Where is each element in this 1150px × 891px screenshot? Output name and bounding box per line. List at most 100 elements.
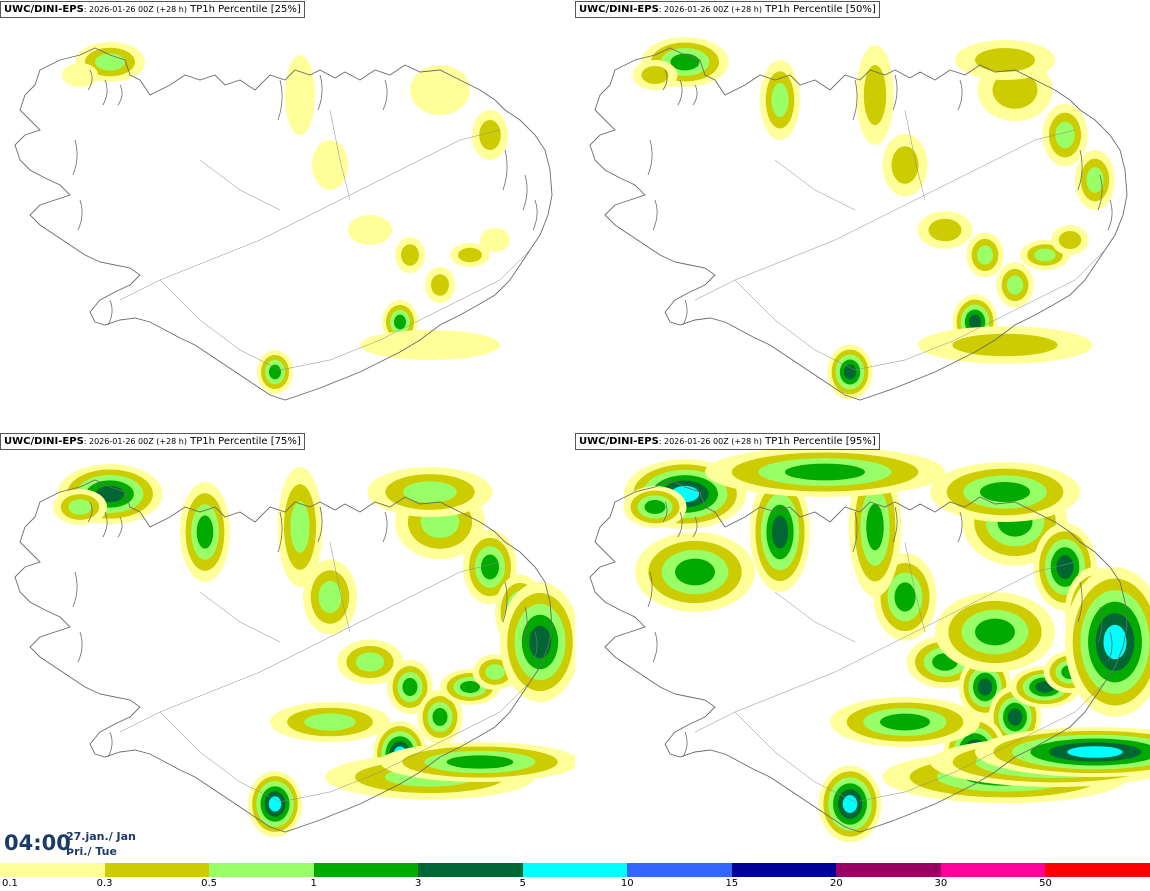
colorbar-segment <box>209 863 314 877</box>
precip-contour <box>644 500 666 514</box>
colorbar-segment <box>731 863 837 877</box>
precip-contour <box>952 333 1058 357</box>
precip-contour <box>975 618 1015 646</box>
fjord-line <box>277 79 283 121</box>
colorbar-segment <box>1045 863 1150 877</box>
precip-contour <box>410 65 470 115</box>
precip-contour <box>196 515 214 549</box>
colorbar-tick-label: 20 <box>829 878 843 889</box>
colorbar-tick-label: 0.3 <box>96 878 113 889</box>
map-panel-50: UWC/DINI-EPS: 2026-01-26 00Z (+28 h) TP1… <box>575 0 1150 431</box>
model-name: UWC/DINI-EPS <box>579 4 659 15</box>
fjord-line <box>652 199 658 231</box>
fjord-line <box>382 511 388 543</box>
precipitation-field <box>53 464 575 837</box>
precip-contour <box>290 501 310 553</box>
panel-title: UWC/DINI-EPS: 2026-01-26 00Z (+28 h) TP1… <box>0 1 305 18</box>
model-name: UWC/DINI-EPS <box>4 4 84 15</box>
precip-contour <box>975 48 1035 72</box>
colorbar-tick-label: 5 <box>519 878 526 889</box>
precipitation-field <box>632 37 1115 400</box>
fjord-line <box>1097 606 1103 643</box>
fjord-line <box>647 139 653 176</box>
fjord-line <box>647 571 653 608</box>
precip-contour <box>355 652 385 672</box>
precip-contour <box>348 215 392 245</box>
precip-contour <box>977 678 993 696</box>
field-name: TP1h Percentile [25%] <box>186 4 301 15</box>
fjord-line <box>682 299 688 326</box>
precip-contour <box>432 708 448 726</box>
precip-contour <box>269 364 281 380</box>
precip-contour <box>529 625 551 659</box>
valid-date: 27.jan./ Jan <box>66 830 136 843</box>
precip-contour <box>641 66 669 84</box>
precip-contour <box>318 580 342 614</box>
precip-contour <box>485 664 505 680</box>
colorbar-tick-label: 3 <box>414 878 422 889</box>
fjord-line <box>77 199 83 231</box>
colorbar <box>0 863 1150 877</box>
fjord-line <box>502 581 508 623</box>
colorbar-segment <box>313 863 419 877</box>
fjord-line <box>77 631 83 663</box>
colorbar-segment <box>940 863 1046 877</box>
fjords <box>647 501 1113 758</box>
valid-time-box: 04:00 27.jan./ Jan Þri./ Tue <box>0 827 140 861</box>
precip-contour <box>360 330 500 360</box>
fjord-line <box>1107 199 1113 231</box>
colorbar-segment <box>0 863 105 877</box>
fjord-line <box>682 731 688 758</box>
field-name: TP1h Percentile [50%] <box>761 4 876 15</box>
fjords <box>647 69 1113 326</box>
fjord-line <box>87 501 93 523</box>
road-network <box>119 109 531 371</box>
fjord-line <box>72 571 78 608</box>
precip-contour <box>968 314 982 330</box>
road-network <box>694 109 1106 371</box>
run-time: : 2026-01-26 00Z (+28 h) <box>83 437 187 446</box>
fjord-line <box>892 506 898 543</box>
precip-contour <box>285 55 315 135</box>
precip-contour <box>866 503 884 551</box>
precip-contour <box>976 245 994 265</box>
map-canvas <box>589 447 1150 843</box>
fjord-line <box>852 79 858 121</box>
fjord-line <box>117 84 123 106</box>
precip-contour <box>481 554 499 580</box>
road-network <box>119 541 531 803</box>
fjord-line <box>102 511 108 538</box>
precip-contour <box>394 314 406 330</box>
precip-contour <box>1103 624 1127 660</box>
fjord-line <box>1097 174 1103 211</box>
precip-contour <box>894 582 916 612</box>
map-canvas <box>589 37 1128 401</box>
valid-weekday: Þri./ Tue <box>66 845 117 858</box>
fjord-line <box>852 511 858 553</box>
precip-contour <box>1056 555 1074 579</box>
precip-contour <box>312 140 348 190</box>
precip-contour <box>480 228 510 252</box>
run-time: : 2026-01-26 00Z (+28 h) <box>658 5 762 14</box>
model-name: UWC/DINI-EPS <box>579 436 659 447</box>
colorbar-tick-label: 10 <box>620 878 634 889</box>
precip-contour <box>785 463 865 481</box>
precip-contour <box>1086 167 1104 193</box>
panel-title: UWC/DINI-EPS: 2026-01-26 00Z (+28 h) TP1… <box>0 433 305 450</box>
precip-contour <box>980 482 1030 502</box>
colorbar-tick-label: 0.1 <box>2 878 18 889</box>
precip-contour <box>402 678 418 696</box>
fjord-line <box>1077 581 1083 623</box>
precip-contour <box>992 71 1038 109</box>
precip-contour <box>479 120 501 150</box>
fjord-line <box>1107 631 1113 663</box>
map-panel-75: UWC/DINI-EPS: 2026-01-26 00Z (+28 h) TP1… <box>0 432 575 863</box>
fjord-line <box>677 79 683 106</box>
precipitation-field <box>62 42 510 394</box>
road-network <box>694 541 1106 803</box>
field-name: TP1h Percentile [95%] <box>761 436 876 447</box>
colorbar-segment <box>522 863 628 877</box>
coastline <box>589 479 1128 833</box>
precip-contour <box>1058 231 1082 249</box>
precip-contour <box>62 63 98 87</box>
